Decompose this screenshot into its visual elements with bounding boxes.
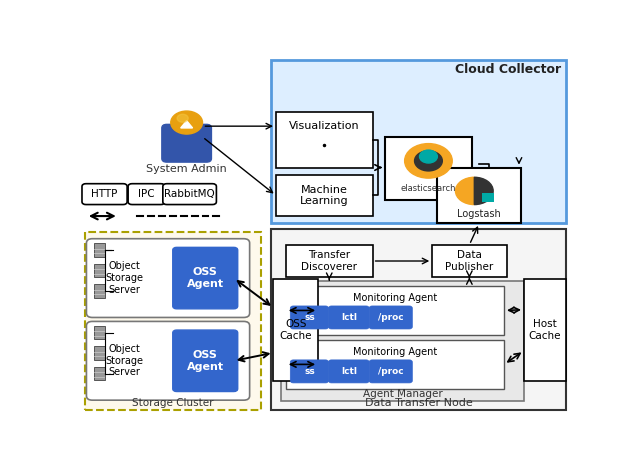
FancyBboxPatch shape [163,184,216,205]
FancyBboxPatch shape [86,239,250,318]
Text: elasticsearch: elasticsearch [401,184,456,193]
FancyBboxPatch shape [328,306,369,329]
Text: Monitoring Agent: Monitoring Agent [353,293,437,303]
Bar [286,340,504,389]
Text: OSS
Agent: OSS Agent [187,267,224,289]
Bar [85,232,261,410]
FancyBboxPatch shape [291,360,328,383]
Text: System Admin: System Admin [147,164,227,174]
Text: Agent Manager: Agent Manager [362,389,442,399]
FancyBboxPatch shape [86,321,250,400]
Text: IPC: IPC [138,189,155,199]
Text: ss: ss [304,367,315,376]
Circle shape [415,151,442,171]
Text: Cloud Collector: Cloud Collector [455,63,561,76]
Bar [271,229,566,410]
Bar [94,284,105,297]
Text: Logstash: Logstash [458,209,501,219]
Circle shape [171,111,202,134]
Circle shape [419,150,437,163]
Bar [437,168,522,223]
Bar [482,193,494,202]
Text: /proc: /proc [378,367,404,376]
Wedge shape [456,177,474,205]
Text: RabbitMQ: RabbitMQ [164,189,215,199]
Text: Host
Cache: Host Cache [529,319,561,341]
FancyBboxPatch shape [128,184,165,205]
Text: Object
Storage
Server: Object Storage Server [106,262,143,295]
Text: OSS
Agent: OSS Agent [187,350,224,372]
FancyBboxPatch shape [369,306,412,329]
Bar [94,367,105,381]
FancyBboxPatch shape [291,306,328,329]
Bar [94,346,105,360]
Circle shape [177,114,188,122]
Bar [524,279,566,382]
Bar [271,60,566,223]
Text: lctl: lctl [341,367,357,376]
Circle shape [404,143,452,178]
Bar [286,286,504,335]
Bar [286,245,372,277]
Text: ss: ss [304,313,315,322]
Text: Visualization: Visualization [289,121,360,131]
FancyBboxPatch shape [162,124,211,162]
FancyBboxPatch shape [369,360,412,383]
Text: Monitoring Agent: Monitoring Agent [353,347,437,357]
Bar [281,281,524,401]
Text: Object
Storage
Server: Object Storage Server [106,344,143,377]
Bar [432,245,507,277]
FancyBboxPatch shape [173,248,237,309]
Text: Data
Publisher: Data Publisher [445,250,493,272]
Wedge shape [474,177,493,205]
Text: Data Transfer Node: Data Transfer Node [365,398,472,408]
FancyBboxPatch shape [173,330,237,391]
Text: lctl: lctl [341,313,357,322]
Bar [94,243,105,257]
Text: /proc: /proc [378,313,404,322]
FancyBboxPatch shape [82,184,127,205]
Bar [273,279,318,382]
Polygon shape [180,121,193,128]
Bar [276,112,372,168]
Bar [94,263,105,277]
Bar [276,175,372,216]
Bar [94,326,105,340]
Text: Transfer
Discoverer: Transfer Discoverer [301,250,357,272]
Text: OSS
Cache: OSS Cache [280,319,312,341]
FancyBboxPatch shape [328,360,369,383]
Text: HTTP: HTTP [92,189,118,199]
Bar [385,137,472,200]
Text: Machine
Learning: Machine Learning [300,184,349,206]
Text: Storage Cluster: Storage Cluster [132,398,214,408]
